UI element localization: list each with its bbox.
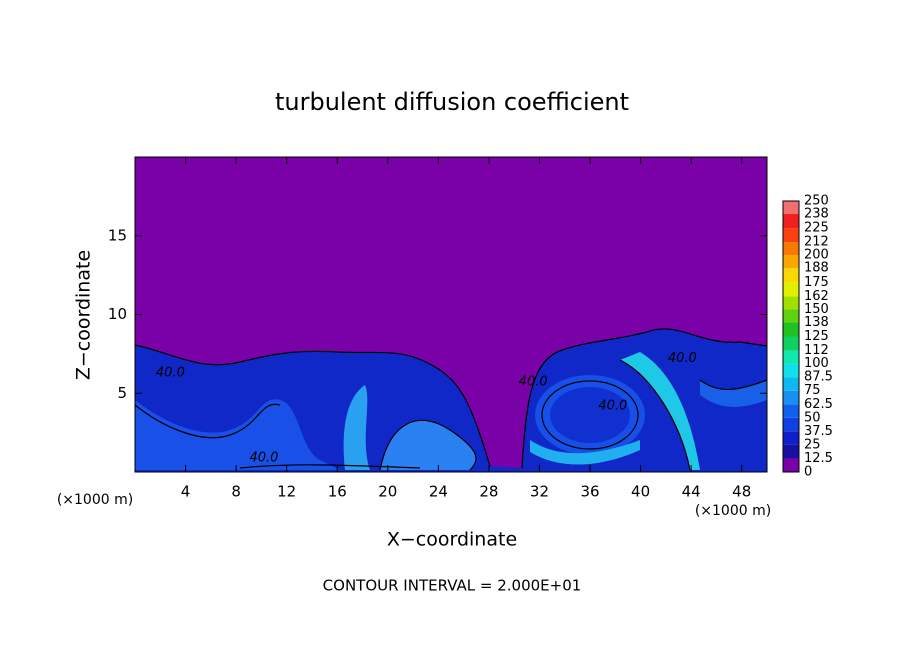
colorbar-band [783, 255, 799, 269]
contour-label: 40.0 [519, 375, 548, 390]
colorbar-label: 188 [804, 261, 829, 276]
field-region [620, 352, 700, 470]
field-region [550, 387, 630, 443]
colorbar-label: 125 [804, 329, 829, 344]
field [134, 157, 768, 472]
y-tick-label: 10 [108, 305, 127, 323]
colorbar-label: 25 [804, 437, 821, 452]
contour-line [541, 380, 639, 450]
x-tick-label: 48 [732, 483, 751, 501]
field-region [530, 440, 640, 465]
x-tick-label: 8 [231, 483, 241, 501]
colorbar-band [783, 363, 799, 378]
contour-label: 40.0 [598, 398, 627, 413]
chart-title: turbulent diffusion coefficient [275, 88, 629, 116]
colorbar-label: 0 [804, 465, 812, 480]
colorbar-label: 37.5 [804, 424, 833, 439]
colorbar-label: 212 [804, 235, 829, 250]
colorbar-label: 75 [804, 383, 821, 398]
colorbar-band [783, 431, 799, 445]
colorbar-band [783, 296, 799, 310]
colorbar-label: 200 [804, 248, 829, 263]
colorbar-label: 62.5 [804, 397, 833, 412]
colorbar-label: 50 [804, 410, 821, 425]
colorbar-label: 250 [804, 194, 829, 209]
colorbar-label: 150 [804, 302, 829, 317]
x-unit-label: (×1000 m) [695, 503, 771, 519]
colorbar-band [783, 417, 799, 432]
contour-label: 40.0 [249, 450, 278, 465]
x-tick-label: 32 [530, 483, 549, 501]
x-tick-label: 28 [479, 483, 498, 501]
contour-line [521, 328, 768, 469]
colorbar-label: 175 [804, 275, 829, 290]
colorbar-band [783, 350, 799, 364]
colorbar-label: 238 [804, 207, 829, 222]
x-axis-title: X−coordinate [387, 529, 517, 551]
field-region [700, 380, 767, 407]
x-tick-label: 36 [580, 483, 599, 501]
x-unit-label: (×1000 m) [57, 492, 133, 508]
y-axis-title: Z−coordinate [73, 250, 95, 380]
colorbar-band [783, 444, 799, 459]
colorbar-label: 12.5 [804, 451, 833, 466]
field-region [343, 385, 370, 470]
colorbar-band [783, 404, 799, 418]
x-tick-label: 24 [429, 483, 448, 501]
colorbar-band [783, 390, 799, 405]
field-region [380, 420, 476, 470]
colorbar-band [783, 309, 799, 323]
x-tick-label: 20 [378, 483, 397, 501]
contour-label: 40.0 [156, 365, 185, 380]
colorbar-band [783, 268, 799, 283]
footnote: CONTOUR INTERVAL = 2.000E+01 [323, 577, 582, 595]
x-tick-label: 12 [277, 483, 296, 501]
colorbar-label: 112 [804, 343, 829, 358]
field-region [135, 399, 340, 470]
contour-line [239, 464, 421, 469]
x-tick-label: 4 [181, 483, 191, 501]
colorbar-band [783, 242, 799, 256]
x-tick-label: 16 [328, 483, 347, 501]
y-tick-label: 15 [108, 226, 127, 244]
colorbar-band [783, 336, 799, 351]
contour-line [699, 379, 768, 391]
y-tick-label: 5 [117, 384, 127, 402]
colorbar-band [783, 322, 799, 337]
colorbar-label: 225 [804, 221, 829, 236]
contour-line [134, 344, 491, 467]
x-tick-label: 40 [631, 483, 650, 501]
colorbar-band [783, 201, 799, 215]
colorbar-band [783, 282, 799, 297]
colorbar-label: 87.5 [804, 370, 833, 385]
colorbar-band [783, 214, 799, 229]
colorbar-band [783, 377, 799, 391]
colorbar-label: 138 [804, 315, 829, 330]
contour-line [619, 359, 691, 471]
colorbar-band [783, 458, 799, 472]
colorbar-label: 100 [804, 356, 829, 371]
colorbar-label: 162 [804, 289, 829, 304]
colorbar-frame [782, 200, 800, 473]
contour-label: 40.0 [668, 351, 697, 366]
contour-line [134, 403, 281, 439]
x-tick-label: 44 [682, 483, 701, 501]
colorbar-band [783, 228, 799, 243]
contour-line [379, 419, 477, 471]
